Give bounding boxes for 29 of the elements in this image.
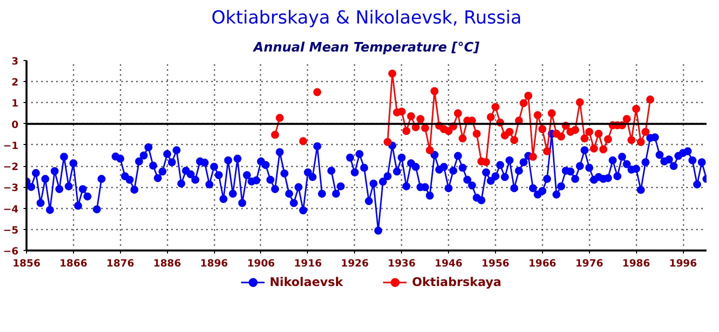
legend-label: Oktiabrskaya (412, 275, 502, 289)
y-tick-label: −6 (3, 246, 19, 258)
y-tick-label: 2 (12, 78, 19, 89)
x-tick-label: 1896 (200, 258, 228, 270)
y-tick-label: −5 (3, 225, 19, 236)
x-tick-label: 1966 (528, 258, 556, 270)
x-tick-label: 1996 (669, 258, 698, 270)
chart-subtitle: Annual Mean Temperature [°C] (252, 40, 480, 56)
x-tick-label: 1976 (575, 258, 604, 270)
y-tick-label: −3 (3, 183, 19, 194)
y-tick-label: −2 (3, 162, 19, 174)
x-tick-label: 1856 (12, 258, 40, 270)
chart-title: Oktiabrskaya & Nikolaevsk, Russia (211, 8, 522, 28)
x-tick-label: 1886 (153, 258, 182, 270)
y-tick-label: −4 (3, 204, 19, 216)
x-tick-label: 1986 (622, 258, 650, 270)
x-tick-label: 1876 (106, 258, 134, 270)
x-tick-label: 1946 (434, 258, 463, 270)
x-tick-label: 1916 (294, 258, 322, 270)
y-tick-label: 1 (12, 98, 19, 110)
x-tick-label: 1866 (59, 258, 88, 270)
y-tick-label: −1 (3, 140, 19, 152)
legend-label: Nikolaevsk (270, 275, 343, 289)
x-tick-label: 1956 (482, 258, 510, 270)
x-tick-label: 1926 (340, 258, 369, 270)
x-tick-label: 1936 (388, 258, 416, 270)
y-tick-label: 0 (12, 120, 19, 131)
y-tick-label: 3 (12, 56, 19, 68)
x-tick-label: 1906 (247, 258, 275, 270)
